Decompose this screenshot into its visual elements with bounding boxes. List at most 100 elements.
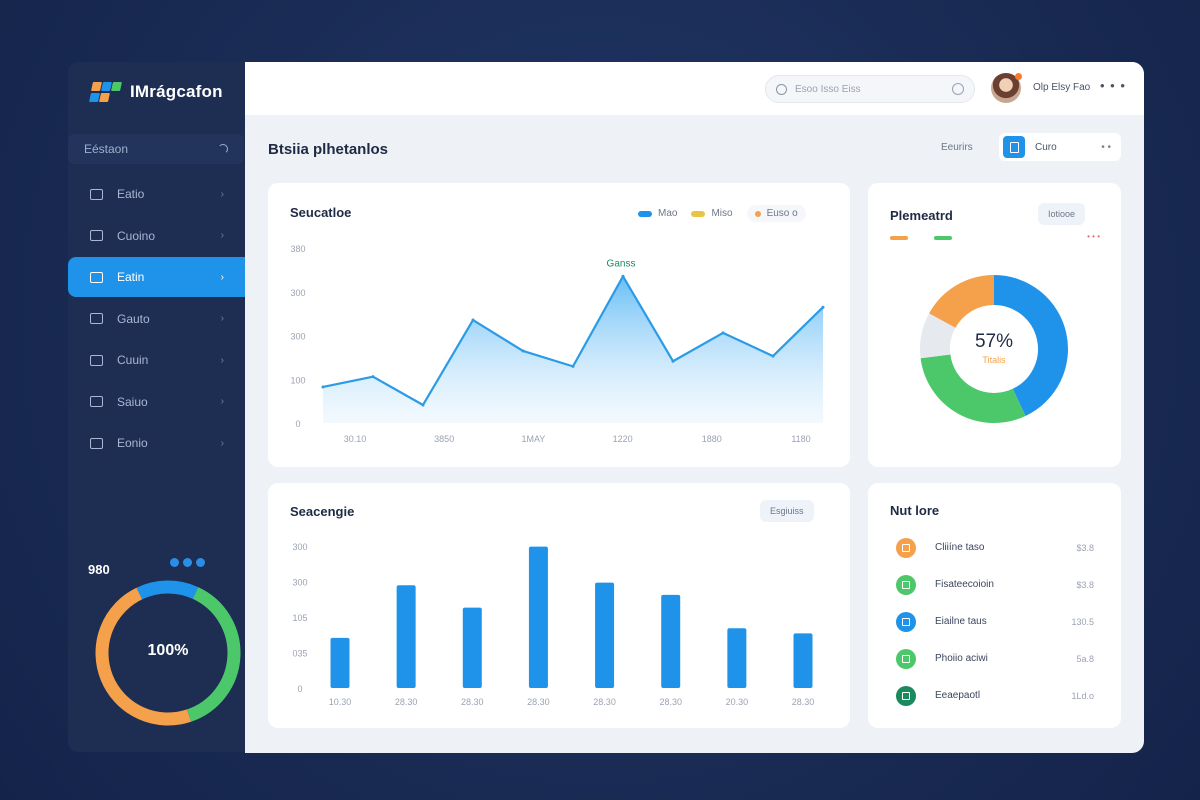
sidebar-item-1[interactable]: Eatio › bbox=[68, 174, 246, 214]
data-point bbox=[621, 274, 625, 278]
notification-dot bbox=[1015, 73, 1022, 80]
sidebar-item-label: Saiuo bbox=[117, 394, 148, 409]
peak-annotation: Ganss bbox=[607, 258, 636, 269]
legend-swatch bbox=[754, 210, 761, 217]
username[interactable]: Olp Elsy Fao bbox=[1033, 82, 1091, 93]
x-tick-label: 28.30 bbox=[527, 697, 550, 707]
sidebar-item-3[interactable]: Eatin › bbox=[68, 257, 246, 297]
chevron-right-icon: › bbox=[220, 396, 224, 407]
calendar-icon bbox=[1003, 136, 1025, 158]
donut-filter-button[interactable]: Iotiooe bbox=[1038, 203, 1086, 225]
bar bbox=[661, 594, 681, 688]
bar-chart: 0 035 105 300 300 10.30 28.30 28.30 28.30 28.30 28… bbox=[292, 542, 814, 707]
filter-value: Curo bbox=[1035, 141, 1057, 153]
y-tick-label: 300 bbox=[290, 332, 305, 342]
legend-item[interactable]: Miso bbox=[691, 208, 733, 219]
list-item-label: Eiailne taus bbox=[935, 616, 987, 627]
bar-chart-title: Seacengie bbox=[290, 504, 355, 519]
status-icon bbox=[896, 685, 916, 706]
chevron-right-icon: › bbox=[220, 313, 224, 324]
search-icon bbox=[776, 83, 787, 95]
y-tick-label: 035 bbox=[292, 649, 307, 659]
donut-chart-title: Plemeatrd bbox=[890, 208, 953, 223]
donut-slice bbox=[929, 275, 995, 329]
more-icon[interactable]: • • bbox=[1101, 141, 1111, 153]
ring-segment bbox=[136, 580, 199, 600]
sidebar-item-6[interactable]: Saiuo › bbox=[68, 382, 246, 422]
sidebar-item-7[interactable]: Eonio › bbox=[68, 423, 246, 463]
legend-item[interactable]: Euso o bbox=[746, 205, 806, 222]
y-tick-label: 380 bbox=[290, 244, 305, 254]
activity-title: Nut lore bbox=[890, 503, 940, 518]
document-icon bbox=[90, 354, 103, 366]
donut-slice bbox=[920, 313, 956, 359]
y-tick-label: 300 bbox=[290, 288, 305, 298]
sidebar: IMrágcafon Eéstaon Eatio › Cuoino › Eati… bbox=[68, 62, 246, 752]
list-item-label: Phoiio aciwi bbox=[935, 653, 988, 664]
legend-item[interactable]: Mao bbox=[638, 208, 677, 219]
sidebar-item-label: Eatin bbox=[117, 270, 145, 284]
x-tick-label: 20.30 bbox=[726, 697, 749, 707]
line-chart-legend: Mao Miso Euso o bbox=[638, 205, 806, 222]
bar bbox=[330, 637, 350, 688]
bar bbox=[793, 633, 813, 688]
donut-slice bbox=[920, 353, 1026, 423]
bag-icon bbox=[90, 313, 103, 324]
list-item[interactable]: Eiailne taus 130.5 bbox=[896, 603, 1094, 640]
list-item-value: $3.8 bbox=[1076, 542, 1094, 553]
list-item[interactable]: Fisateecoioin $3.8 bbox=[896, 566, 1094, 603]
legend-swatch bbox=[691, 210, 706, 217]
y-tick-label: 100 bbox=[290, 375, 305, 385]
list-item-label: Cliiíne taso bbox=[935, 542, 985, 553]
data-point bbox=[471, 318, 475, 322]
sidebar-item-label: Gauto bbox=[117, 311, 150, 326]
search-bar[interactable]: Esoo Isso Eiss bbox=[765, 75, 975, 103]
refresh-icon bbox=[218, 144, 228, 154]
sidebar-ring-chart bbox=[95, 580, 241, 726]
legend-note: • • • bbox=[1087, 232, 1100, 241]
more-options-icon[interactable]: • • • bbox=[1100, 78, 1126, 93]
data-point bbox=[321, 385, 325, 389]
sidebar-item-4[interactable]: Gauto › bbox=[68, 299, 246, 339]
sidebar-item-5[interactable]: Cuuin › bbox=[68, 340, 246, 380]
sidebar-item-2[interactable]: Cuoino › bbox=[68, 216, 246, 256]
x-tick-label: 1MAY bbox=[521, 434, 545, 444]
chart-icon bbox=[90, 230, 103, 241]
data-point bbox=[721, 331, 725, 335]
x-tick-label: 28.30 bbox=[461, 697, 484, 707]
avatar[interactable] bbox=[991, 73, 1022, 103]
list-item[interactable]: Eeaepaotl 1Ld.o bbox=[896, 677, 1094, 714]
legend-label: Mao bbox=[658, 208, 678, 219]
topbar: Esoo Isso Eiss Olp Elsy Fao • • • bbox=[245, 62, 1144, 115]
status-icon bbox=[896, 574, 916, 595]
filter-select[interactable]: Curo • • bbox=[999, 133, 1121, 161]
sidebar-search[interactable]: Eéstaon bbox=[68, 134, 244, 164]
sidebar-item-label: Eatio bbox=[117, 187, 145, 201]
folder-icon bbox=[90, 437, 103, 449]
sidebar-search-label: Eéstaon bbox=[84, 142, 129, 156]
line-chart: 0 100 300 300 380 30.10 3850 1MAY 1220 1880 1180 Ga… bbox=[290, 244, 825, 444]
donut-center-label: Titalis bbox=[982, 355, 1006, 365]
data-point bbox=[771, 354, 775, 358]
clear-icon[interactable] bbox=[952, 83, 964, 95]
bar-filter-button[interactable]: Esgiuiss bbox=[760, 500, 814, 522]
data-point bbox=[371, 375, 375, 379]
line-chart-title: Seucatloe bbox=[290, 205, 352, 220]
list-item[interactable]: Cliiíne taso $3.8 bbox=[896, 529, 1094, 566]
list-item-value: 1Ld.o bbox=[1071, 690, 1094, 701]
list-item-value: 130.5 bbox=[1071, 616, 1094, 627]
legend-swatch bbox=[638, 210, 652, 217]
x-tick-label: 1220 bbox=[613, 434, 633, 444]
list-item[interactable]: Phoiio aciwi 5a.8 bbox=[896, 640, 1094, 677]
search-input[interactable]: Esoo Isso Eiss bbox=[795, 83, 861, 95]
donut-center-value: 57% bbox=[974, 331, 1014, 352]
x-tick-label: 28.30 bbox=[659, 697, 682, 707]
grid-icon bbox=[90, 188, 103, 200]
donut-legend: • • • bbox=[890, 232, 1100, 244]
app-logo[interactable]: IMrágcafon bbox=[89, 78, 223, 106]
bar-chart-card: Seacengie Esgiuiss 0 035 105 300 300 10.30 28.… bbox=[268, 483, 850, 728]
status-icon bbox=[896, 611, 916, 632]
chevron-right-icon: › bbox=[220, 230, 224, 241]
y-tick-label: 0 bbox=[297, 684, 302, 694]
x-tick-label: 1880 bbox=[702, 434, 722, 444]
